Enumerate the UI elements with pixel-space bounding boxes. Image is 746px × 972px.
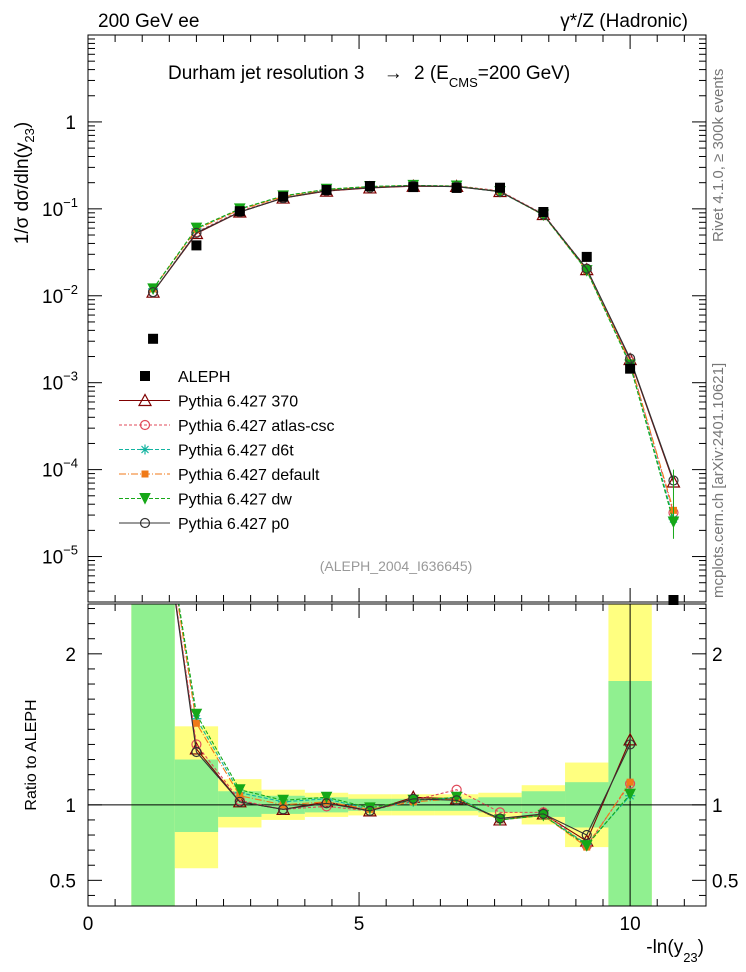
ratio-point — [626, 778, 634, 786]
ratio-line-4 — [178, 604, 631, 847]
mcplots-label: mcplots.cern.ch [arXiv:2401.10621] — [710, 363, 727, 598]
ratio-panel: 0.5 0.5 1 1 2 2 0 5 10 — [50, 603, 738, 935]
legend-marker — [139, 517, 151, 529]
main-panel: 1 10−1 10−2 10−3 10−4 10−5 Durham jet resolut… — [42, 34, 707, 906]
y-tick-label: 1 — [65, 113, 76, 134]
rivet-version-label: Rivet 4.1.0, ≥ 300k events — [710, 69, 727, 242]
ratio-point — [320, 791, 333, 804]
ratio-y-tick-label: 1 — [65, 796, 76, 817]
ratio-y-tick-label-right: 2 — [712, 645, 723, 666]
ratio-point — [538, 808, 549, 819]
ratio-point — [580, 840, 593, 852]
ratio-y-tick-label-right: 0.5 — [712, 871, 738, 892]
legend-marker — [139, 493, 151, 505]
x-tick-label: 5 — [354, 914, 365, 935]
y-tick-label: 10−4 — [42, 456, 78, 482]
ratio-point — [277, 794, 289, 807]
data-point — [191, 240, 202, 251]
ratio-point — [233, 784, 246, 796]
legend-label: Pythia 6.427 default — [178, 467, 320, 484]
ratio-point — [190, 708, 203, 721]
ratio-point — [450, 791, 463, 804]
legend: ALEPH Pythia 6.427 370 Pythia 6.427 atlas-… — [119, 369, 335, 533]
ratio-point — [234, 796, 245, 807]
legend-marker — [140, 371, 150, 381]
series-point — [147, 287, 159, 298]
analysis-tag: (ALEPH_2004_I636645) — [320, 558, 473, 574]
data-point — [321, 184, 332, 195]
ratio-frame — [87, 603, 707, 907]
x-tick-label: 10 — [620, 914, 641, 935]
series-line-5 — [152, 185, 674, 481]
x-axis-label: -ln(y23) — [646, 937, 704, 965]
ratio-y-tick-label: 2 — [65, 645, 76, 666]
ratio-y-tick-label-right: 1 — [712, 796, 723, 817]
legend-label: ALEPH — [178, 369, 230, 386]
ratio-band-green — [174, 759, 219, 833]
data-point — [408, 182, 419, 193]
main-frame — [87, 34, 707, 603]
legend-marker — [139, 419, 151, 431]
data-point — [538, 206, 549, 217]
ratio-point — [451, 795, 462, 806]
legend-marker — [140, 444, 150, 455]
legend-label: Pythia 6.427 atlas-csc — [178, 418, 335, 435]
data-point — [581, 251, 592, 262]
ratio-point — [321, 798, 332, 809]
ratio-band-green — [131, 604, 175, 906]
series-line-0 — [152, 185, 674, 483]
y-axis-label-main: 1/σ dσ/dln(y23) — [12, 122, 37, 244]
data-point — [625, 363, 636, 374]
ratio-point — [407, 794, 420, 807]
ratio-point — [278, 804, 289, 815]
header-left-label: 200 GeV ee — [98, 11, 199, 32]
data-point — [451, 182, 462, 193]
series-point — [191, 227, 202, 238]
ratio-point — [625, 739, 636, 750]
series-point — [625, 353, 636, 364]
ratio-point — [494, 813, 506, 824]
data-point — [364, 181, 375, 192]
data-point — [495, 182, 505, 193]
ratio-point — [624, 788, 636, 801]
ratio-y-tick-label: 0.5 — [50, 871, 76, 892]
legend-label: Pythia 6.427 370 — [178, 394, 298, 411]
data-point — [234, 206, 245, 217]
ratio-line-5 — [175, 604, 631, 836]
legend-label: Pythia 6.427 d6t — [178, 443, 294, 460]
y-tick-label: 10−5 — [42, 543, 78, 569]
chart-title: Durham jet resolution 3 → 2 (ECMS=200 Ge… — [168, 63, 570, 90]
legend-label: Pythia 6.427 p0 — [178, 516, 289, 533]
ratio-point — [581, 829, 592, 841]
ratio-point — [364, 805, 375, 816]
y-axis-label-ratio: Ratio to ALEPH — [23, 699, 40, 810]
series-line-1 — [152, 185, 675, 513]
ratio-point — [364, 802, 376, 814]
data-point — [278, 191, 289, 202]
series-point — [581, 263, 592, 274]
y-tick-label: 10−3 — [42, 369, 78, 395]
legend-label: Pythia 6.427 dw — [178, 492, 292, 509]
y-tick-label: 10−2 — [42, 282, 78, 308]
x-tick-label: 0 — [83, 914, 94, 935]
series-point — [580, 265, 593, 277]
header-right-label: γ*/Z (Hadronic) — [560, 11, 688, 32]
ratio-point — [408, 793, 419, 804]
data-point — [668, 595, 679, 605]
ratio-point — [191, 746, 202, 758]
y-tick-label: 10−1 — [42, 195, 78, 221]
series-line-3 — [152, 185, 675, 511]
data-point — [148, 333, 159, 344]
legend-marker — [137, 393, 153, 407]
legend-marker — [141, 470, 149, 478]
ratio-point — [192, 719, 200, 727]
